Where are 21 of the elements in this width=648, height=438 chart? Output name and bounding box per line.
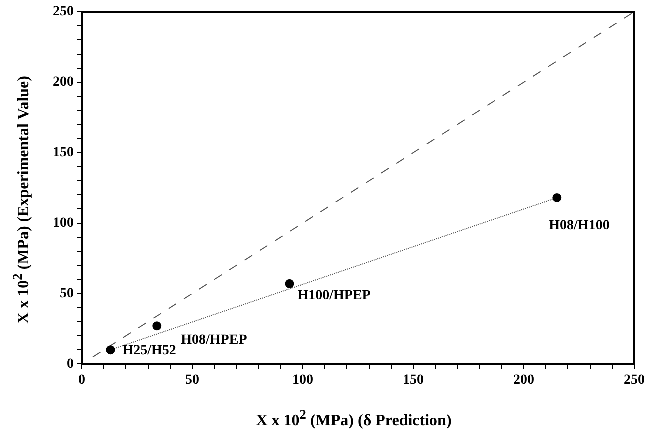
annotation: H25/H52: [122, 344, 176, 359]
x-tick-label: 250: [624, 373, 645, 388]
x-axis-title: X x 10$^{2}$ (MPa) (δ Prediction): [255, 406, 453, 430]
annotation: H100/HPEP: [298, 288, 372, 304]
x-tick-label: 100: [292, 373, 314, 388]
y-tick-label: 250: [53, 4, 74, 20]
x-tick-label: 150: [403, 373, 424, 388]
x-tick-label: 50: [186, 373, 200, 388]
y-tick-label: 50: [60, 286, 74, 302]
x-tick-label: 200: [514, 373, 534, 388]
x-tick-label: 0: [78, 373, 86, 388]
y-tick-label: 150: [53, 145, 74, 160]
point: [285, 279, 294, 288]
y-tick-label: 100: [53, 216, 74, 231]
y-tick-label: 0: [67, 356, 74, 372]
annotation: H08/H100: [549, 218, 610, 234]
point: [106, 346, 116, 355]
point: [152, 322, 162, 331]
annotation: H08/HPEP: [181, 332, 248, 348]
point: [552, 193, 562, 202]
y-tick-label: 200: [53, 75, 74, 90]
